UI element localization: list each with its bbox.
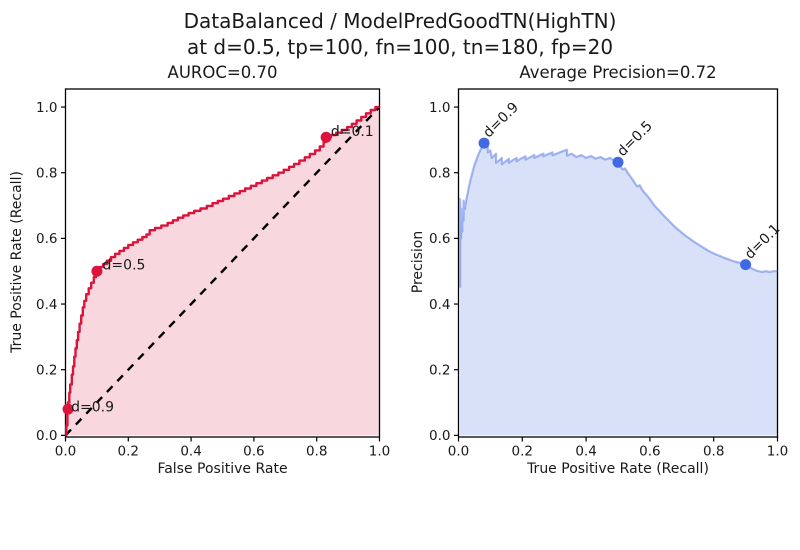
pr-x-tick-label: 0.2 <box>512 444 533 460</box>
pr-x-tick-label: 0.8 <box>703 444 724 460</box>
pr-x-axis-label: True Positive Rate (Recall) <box>527 461 709 477</box>
roc-threshold-marker <box>62 403 74 415</box>
roc-y-tick-label: 0.2 <box>36 362 57 378</box>
pr-x-tick-label: 0.6 <box>639 444 660 460</box>
pr-y-tick-label: 0.8 <box>429 166 450 182</box>
pr-threshold-marker <box>612 156 624 168</box>
pr-x-tick-label: 0.0 <box>448 444 469 460</box>
roc-x-tick-label: 1.0 <box>369 444 390 460</box>
roc-threshold-marker <box>91 265 103 277</box>
roc-y-tick-label: 0.8 <box>36 166 57 182</box>
roc-x-tick-label: 0.0 <box>55 444 76 460</box>
pr-threshold-marker <box>478 137 490 149</box>
pr-y-tick-label: 0.0 <box>429 428 450 444</box>
figure-title: DataBalanced / ModelPredGoodTN(HighTN) a… <box>0 8 800 60</box>
roc-x-tick-label: 0.4 <box>180 444 201 460</box>
roc-y-tick-label: 1.0 <box>36 100 57 116</box>
pr-y-tick-label: 0.2 <box>429 362 450 378</box>
pr-threshold-marker <box>740 259 752 271</box>
pr-chart-title: Average Precision=0.72 <box>519 63 717 82</box>
figure-title-line1: DataBalanced / ModelPredGoodTN(HighTN) <box>183 9 617 33</box>
roc-y-tick-label: 0.0 <box>36 428 57 444</box>
roc-curve <box>65 105 380 437</box>
roc-threshold-marker <box>320 131 332 143</box>
roc-y-tick-label: 0.4 <box>36 297 57 313</box>
pr-x-tick-label: 1.0 <box>767 444 788 460</box>
roc-x-tick-label: 0.2 <box>118 444 139 460</box>
roc-x-tick-label: 0.8 <box>306 444 327 460</box>
roc-threshold-annotation: d=0.5 <box>103 258 146 274</box>
roc-y-tick-label: 0.6 <box>36 231 57 247</box>
roc-threshold-annotation: d=0.9 <box>71 400 114 416</box>
roc-chart-title: AUROC=0.70 <box>167 63 278 82</box>
figure-title-line2: at d=0.5, tp=100, fn=100, tn=180, fp=20 <box>186 35 614 59</box>
pr-x-tick-label: 0.4 <box>575 444 596 460</box>
diagonal-reference-line <box>64 106 381 437</box>
pr-y-tick-label: 0.6 <box>429 231 450 247</box>
pr-area-fill <box>460 139 778 436</box>
roc-x-tick-label: 0.6 <box>243 444 264 460</box>
pr-axes-spines <box>457 88 779 438</box>
roc-threshold-annotation: d=0.1 <box>331 124 374 140</box>
pr-threshold-annotation: d=0.9 <box>480 99 522 141</box>
pr-y-tick-label: 0.4 <box>429 297 450 313</box>
roc-axes-spines <box>64 88 381 438</box>
pr-y-tick-label: 1.0 <box>429 100 450 116</box>
pr-threshold-annotation: d=0.5 <box>614 118 656 160</box>
roc-x-axis-label: False Positive Rate <box>157 461 288 477</box>
